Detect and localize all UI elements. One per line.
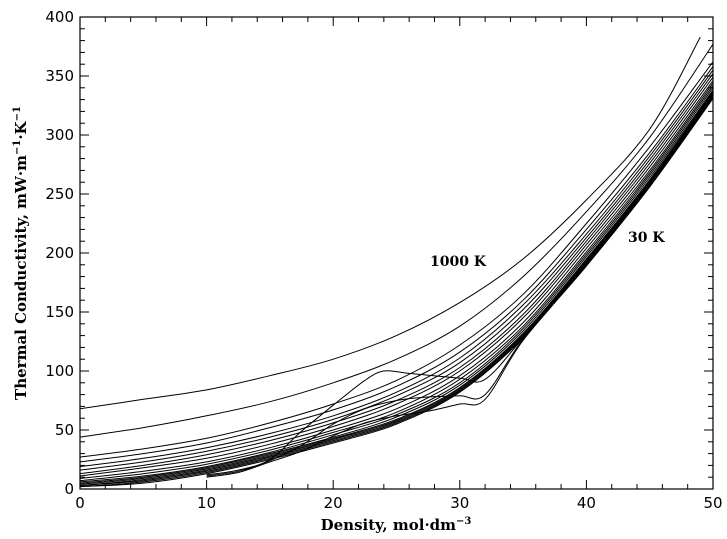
series-line-1 — [79, 36, 701, 410]
x-axis-title: Density, mol·dm−3 — [321, 516, 472, 534]
y-tick-label: 100 — [45, 362, 74, 380]
series-line-10 — [79, 85, 714, 482]
y-tick-label: 0 — [64, 480, 74, 498]
series-line-2 — [79, 43, 714, 438]
x-tick-label: 0 — [75, 494, 85, 512]
y-tick-label: 50 — [55, 421, 74, 439]
y-tick-label: 350 — [45, 67, 74, 85]
annotation-30k: 30 K — [628, 230, 665, 246]
series-line-3 — [79, 61, 714, 458]
x-tick-label: 30 — [450, 494, 469, 512]
x-tick-labels: 0 10 20 30 40 50 — [75, 494, 722, 512]
series-line-11 — [79, 87, 714, 483]
x-tick-label: 50 — [703, 494, 722, 512]
y-tick-label: 400 — [45, 8, 74, 26]
series-line-16 — [79, 94, 714, 488]
y-axis-title-sup2: −1 — [12, 106, 23, 121]
series-line-7 — [79, 76, 714, 475]
series-line-19 — [206, 96, 714, 477]
y-tick-labels: 0 50 100 150 200 250 300 350 400 — [45, 8, 74, 498]
y-axis-title: Thermal Conductivity, mW·m−1·K−1 — [12, 106, 30, 400]
x-tick-label: 20 — [324, 494, 343, 512]
y-tick-label: 300 — [45, 126, 74, 144]
x-axis-title-sup: −3 — [456, 516, 471, 527]
x-tick-label: 10 — [197, 494, 216, 512]
plot-frame — [79, 16, 714, 490]
series-line-12 — [79, 89, 714, 484]
annotation-1000k: 1000 K — [430, 254, 487, 270]
series-line-18 — [206, 95, 714, 476]
series-line-13 — [79, 91, 714, 485]
series-line-15 — [79, 93, 714, 486]
series-line-5 — [79, 69, 714, 468]
series-line-6 — [79, 73, 714, 471]
x-axis-title-main: Density, mol·dm — [321, 516, 457, 534]
y-tick-label: 200 — [45, 244, 74, 262]
y-axis-title-main: Thermal Conductivity, mW·m — [12, 155, 30, 400]
y-tick-label: 150 — [45, 303, 74, 321]
series-line-4 — [79, 66, 714, 463]
series-line-14 — [79, 92, 714, 486]
series-line-9 — [79, 82, 714, 479]
y-axis-title-mid: ·K — [12, 120, 30, 139]
y-axis-title-sup1: −1 — [12, 140, 23, 155]
x-tick-label: 40 — [577, 494, 596, 512]
series-line-20 — [206, 98, 714, 478]
series-line-8 — [79, 80, 714, 477]
y-tick-label: 250 — [45, 185, 74, 203]
axis-ticks — [79, 16, 714, 490]
series-line-17 — [79, 95, 714, 488]
series-lines — [79, 36, 714, 488]
